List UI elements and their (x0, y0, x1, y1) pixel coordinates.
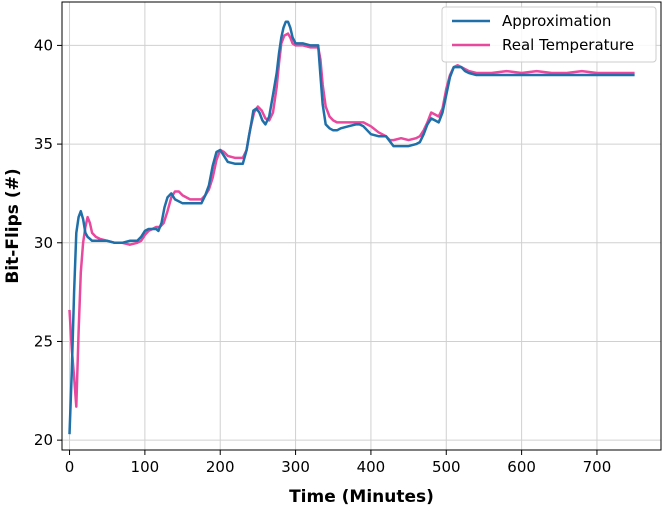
x-tick-label: 400 (357, 458, 386, 476)
x-tick-label: 500 (432, 458, 461, 476)
axis-ticks: 0 100 200 300 400 500 600 700 20 25 30 35 40 (34, 36, 611, 476)
plot-frame (61, 1, 662, 451)
y-tick-label: 35 (34, 135, 53, 153)
series-line-approximation (68, 20, 635, 435)
x-tick-label: 700 (583, 458, 612, 476)
legend-box (441, 6, 657, 63)
x-tick-label: 600 (507, 458, 536, 476)
y-tick-label: 25 (34, 332, 53, 350)
x-tick-label: 100 (131, 458, 160, 476)
y-tick-label: 30 (34, 234, 53, 252)
series-line-real-temperature (68, 32, 635, 408)
x-tick-label: 200 (206, 458, 235, 476)
legend-label-approximation: Approximation (502, 12, 611, 30)
y-tick-label: 40 (34, 36, 53, 54)
x-axis-label: Time (Minutes) (289, 487, 434, 507)
y-tick-label: 20 (34, 431, 53, 449)
y-axis-label: Bit-Flips (#) (3, 168, 23, 283)
series-lines (68, 20, 635, 435)
grid-lines (62, 2, 661, 450)
legend-label-real-temperature: Real Temperature (502, 36, 634, 54)
x-tick-label: 0 (65, 458, 75, 476)
x-tick-label: 300 (281, 458, 310, 476)
legend: Approximation Real Temperature (441, 6, 657, 63)
